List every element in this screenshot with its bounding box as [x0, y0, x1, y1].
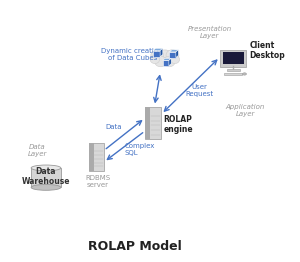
Polygon shape	[160, 48, 163, 57]
Text: Data: Data	[105, 124, 122, 130]
Polygon shape	[169, 58, 171, 66]
Polygon shape	[169, 52, 176, 58]
Polygon shape	[169, 50, 178, 52]
Polygon shape	[176, 50, 178, 58]
FancyBboxPatch shape	[227, 69, 240, 71]
Text: Data
Layer: Data Layer	[27, 144, 47, 157]
Ellipse shape	[243, 73, 246, 75]
Polygon shape	[153, 51, 160, 57]
Polygon shape	[153, 48, 163, 51]
FancyBboxPatch shape	[223, 52, 244, 64]
Circle shape	[163, 56, 175, 67]
Circle shape	[154, 56, 166, 67]
FancyBboxPatch shape	[224, 73, 242, 75]
Text: Dynamic creation
of Data Cubes: Dynamic creation of Data Cubes	[101, 48, 163, 61]
FancyBboxPatch shape	[89, 143, 94, 171]
Text: Client
Desktop: Client Desktop	[250, 41, 285, 60]
FancyBboxPatch shape	[145, 107, 150, 139]
Text: RDBMS
server: RDBMS server	[85, 175, 110, 188]
Text: Application
Layer: Application Layer	[225, 104, 265, 117]
Ellipse shape	[31, 165, 61, 171]
Circle shape	[166, 50, 179, 61]
Text: Complex
SQL: Complex SQL	[125, 143, 155, 156]
Text: Presentation
Layer: Presentation Layer	[187, 26, 232, 39]
Text: ROLAP
engine: ROLAP engine	[164, 115, 193, 134]
Polygon shape	[163, 58, 171, 60]
Circle shape	[156, 50, 173, 65]
Circle shape	[150, 55, 160, 64]
Polygon shape	[163, 60, 169, 66]
Text: ROLAP Model: ROLAP Model	[88, 240, 182, 253]
Text: User
Request: User Request	[185, 84, 213, 97]
Bar	[31, 168, 61, 187]
Text: Data
Warehouse: Data Warehouse	[22, 167, 70, 186]
FancyBboxPatch shape	[145, 107, 161, 139]
FancyBboxPatch shape	[89, 143, 103, 171]
Ellipse shape	[31, 184, 61, 190]
Circle shape	[151, 50, 164, 61]
Circle shape	[170, 55, 180, 64]
FancyBboxPatch shape	[220, 50, 246, 67]
